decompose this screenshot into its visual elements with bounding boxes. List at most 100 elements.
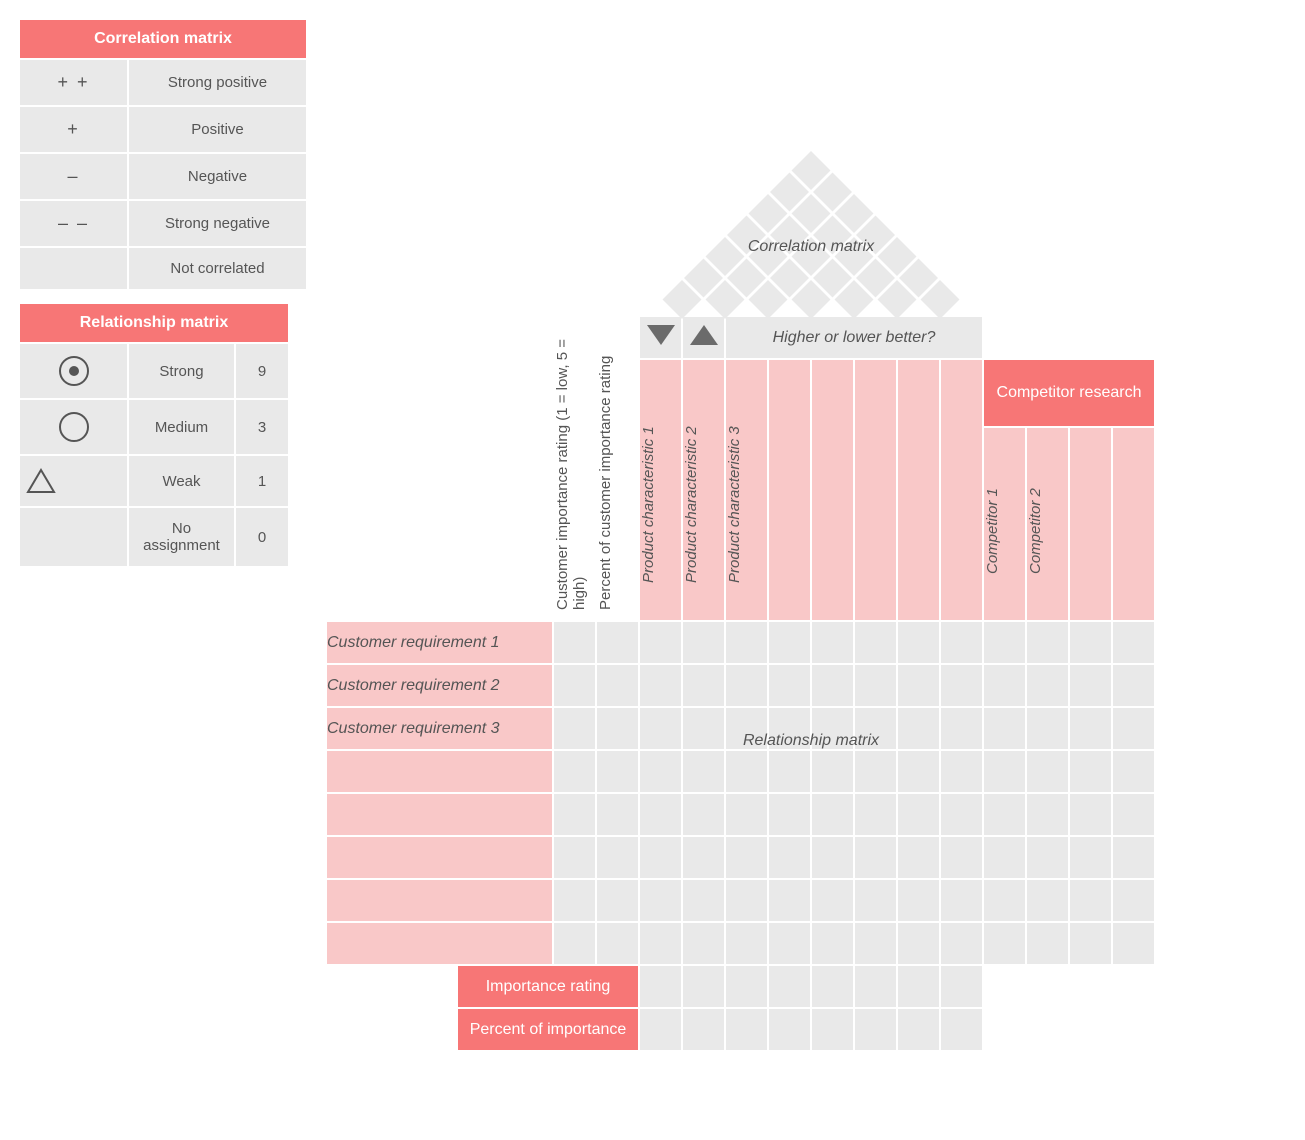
relationship-cell xyxy=(683,923,724,964)
relationship-cell xyxy=(898,708,939,749)
competitor-cell xyxy=(1070,880,1111,921)
footer-value-cell xyxy=(855,1009,896,1050)
relationship-cell xyxy=(726,794,767,835)
relationship-cell xyxy=(898,665,939,706)
customer-importance-rating-header: Customer importance rating (1 = low, 5 =… xyxy=(554,360,595,620)
customer-requirement-label: Customer requirement 3 xyxy=(327,708,552,749)
competitor-cell xyxy=(1070,708,1111,749)
percent-importance-cell xyxy=(597,708,638,749)
competitor-column-header xyxy=(1113,428,1154,620)
relationship-cell xyxy=(726,665,767,706)
customer-importance-cell xyxy=(554,622,595,663)
correlation-cell xyxy=(835,194,874,233)
legend-rel-label: Medium xyxy=(129,400,234,454)
footer-value-cell xyxy=(941,966,982,1007)
footer-value-cell xyxy=(726,966,767,1007)
relationship-cell xyxy=(855,880,896,921)
correlation-cell xyxy=(792,194,831,233)
relationship-cell xyxy=(769,794,810,835)
competitor-cell xyxy=(1070,622,1111,663)
relationship-cell xyxy=(683,665,724,706)
relationship-cell xyxy=(812,923,853,964)
footer-value-cell xyxy=(726,1009,767,1050)
footer-value-cell xyxy=(640,966,681,1007)
legend-corr-label: Not correlated xyxy=(129,248,306,289)
triangle-up-icon xyxy=(690,325,718,345)
percent-importance-cell xyxy=(597,665,638,706)
competitor-cell xyxy=(1027,665,1068,706)
correlation-cell xyxy=(792,280,831,319)
product-characteristic-header xyxy=(769,360,810,620)
customer-importance-cell xyxy=(554,708,595,749)
house-of-quality: Correlation matrix Higher or lower bette… xyxy=(325,315,1156,1052)
competitor-cell xyxy=(1070,751,1111,792)
relationship-cell xyxy=(769,923,810,964)
legend-rel-label: Strong xyxy=(129,344,234,398)
legend-corr-symbol: – xyxy=(20,154,127,199)
correlation-cell xyxy=(899,259,938,298)
correlation-cell xyxy=(706,237,745,276)
footer-value-cell xyxy=(898,1009,939,1050)
legend-rel-value: 9 xyxy=(236,344,288,398)
competitor-cell xyxy=(1113,751,1154,792)
relationship-cell xyxy=(855,665,896,706)
correlation-cell xyxy=(835,280,874,319)
relationship-cell xyxy=(898,837,939,878)
percent-importance-cell xyxy=(597,794,638,835)
relationship-cell xyxy=(769,665,810,706)
relationship-cell xyxy=(726,837,767,878)
customer-importance-cell xyxy=(554,751,595,792)
competitor-cell xyxy=(1113,880,1154,921)
correlation-cell xyxy=(921,280,960,319)
relationship-cell xyxy=(812,622,853,663)
relationship-cell xyxy=(769,622,810,663)
correlation-cell xyxy=(770,173,809,212)
competitor-cell xyxy=(1070,923,1111,964)
relationship-cell xyxy=(941,751,982,792)
competitor-cell xyxy=(984,923,1025,964)
relationship-cell xyxy=(640,622,681,663)
competitor-cell xyxy=(1027,751,1068,792)
footer-value-cell xyxy=(898,966,939,1007)
competitor-cell xyxy=(1070,837,1111,878)
relationship-cell xyxy=(941,837,982,878)
relationship-cell xyxy=(769,880,810,921)
correlation-cell xyxy=(706,280,745,319)
percent-importance-cell xyxy=(597,923,638,964)
customer-importance-cell xyxy=(554,923,595,964)
legend-corr-label: Negative xyxy=(129,154,306,199)
legend-rel-symbol xyxy=(20,400,127,454)
legend-rel-label: Weak xyxy=(129,456,234,506)
percent-importance-rating-header: Percent of customer importance rating xyxy=(597,360,638,620)
hoq-matrix-table: Higher or lower better?Customer importan… xyxy=(325,315,1156,1052)
correlation-cell xyxy=(878,280,917,319)
competitor-cell xyxy=(1113,794,1154,835)
correlation-roof xyxy=(640,141,1023,326)
correlation-cell xyxy=(813,259,852,298)
relationship-cell xyxy=(640,751,681,792)
legend-corr-symbol: + + xyxy=(20,60,127,105)
competitor-cell xyxy=(984,622,1025,663)
legend-rel-symbol xyxy=(20,456,127,506)
relationship-cell xyxy=(812,837,853,878)
relationship-cell xyxy=(769,751,810,792)
footer-value-cell xyxy=(855,966,896,1007)
relationship-cell xyxy=(855,622,896,663)
triangle-down-icon xyxy=(647,325,675,345)
correlation-cell xyxy=(770,259,809,298)
legend-rel-value: 0 xyxy=(236,508,288,566)
customer-requirement-label xyxy=(327,751,552,792)
correlation-cell xyxy=(856,259,895,298)
footer-value-cell xyxy=(683,1009,724,1050)
footer-label-overlay: Percent of importance xyxy=(458,1009,638,1050)
customer-requirement-label xyxy=(327,837,552,878)
legend-rel-symbol xyxy=(20,344,127,398)
competitor-cell xyxy=(1070,665,1111,706)
relationship-cell xyxy=(683,751,724,792)
competitor-cell xyxy=(1113,665,1154,706)
legend-corr-label: Positive xyxy=(129,107,306,152)
customer-importance-cell xyxy=(554,794,595,835)
percent-importance-cell xyxy=(597,622,638,663)
correlation-cell xyxy=(727,259,766,298)
footer-value-cell xyxy=(640,1009,681,1050)
